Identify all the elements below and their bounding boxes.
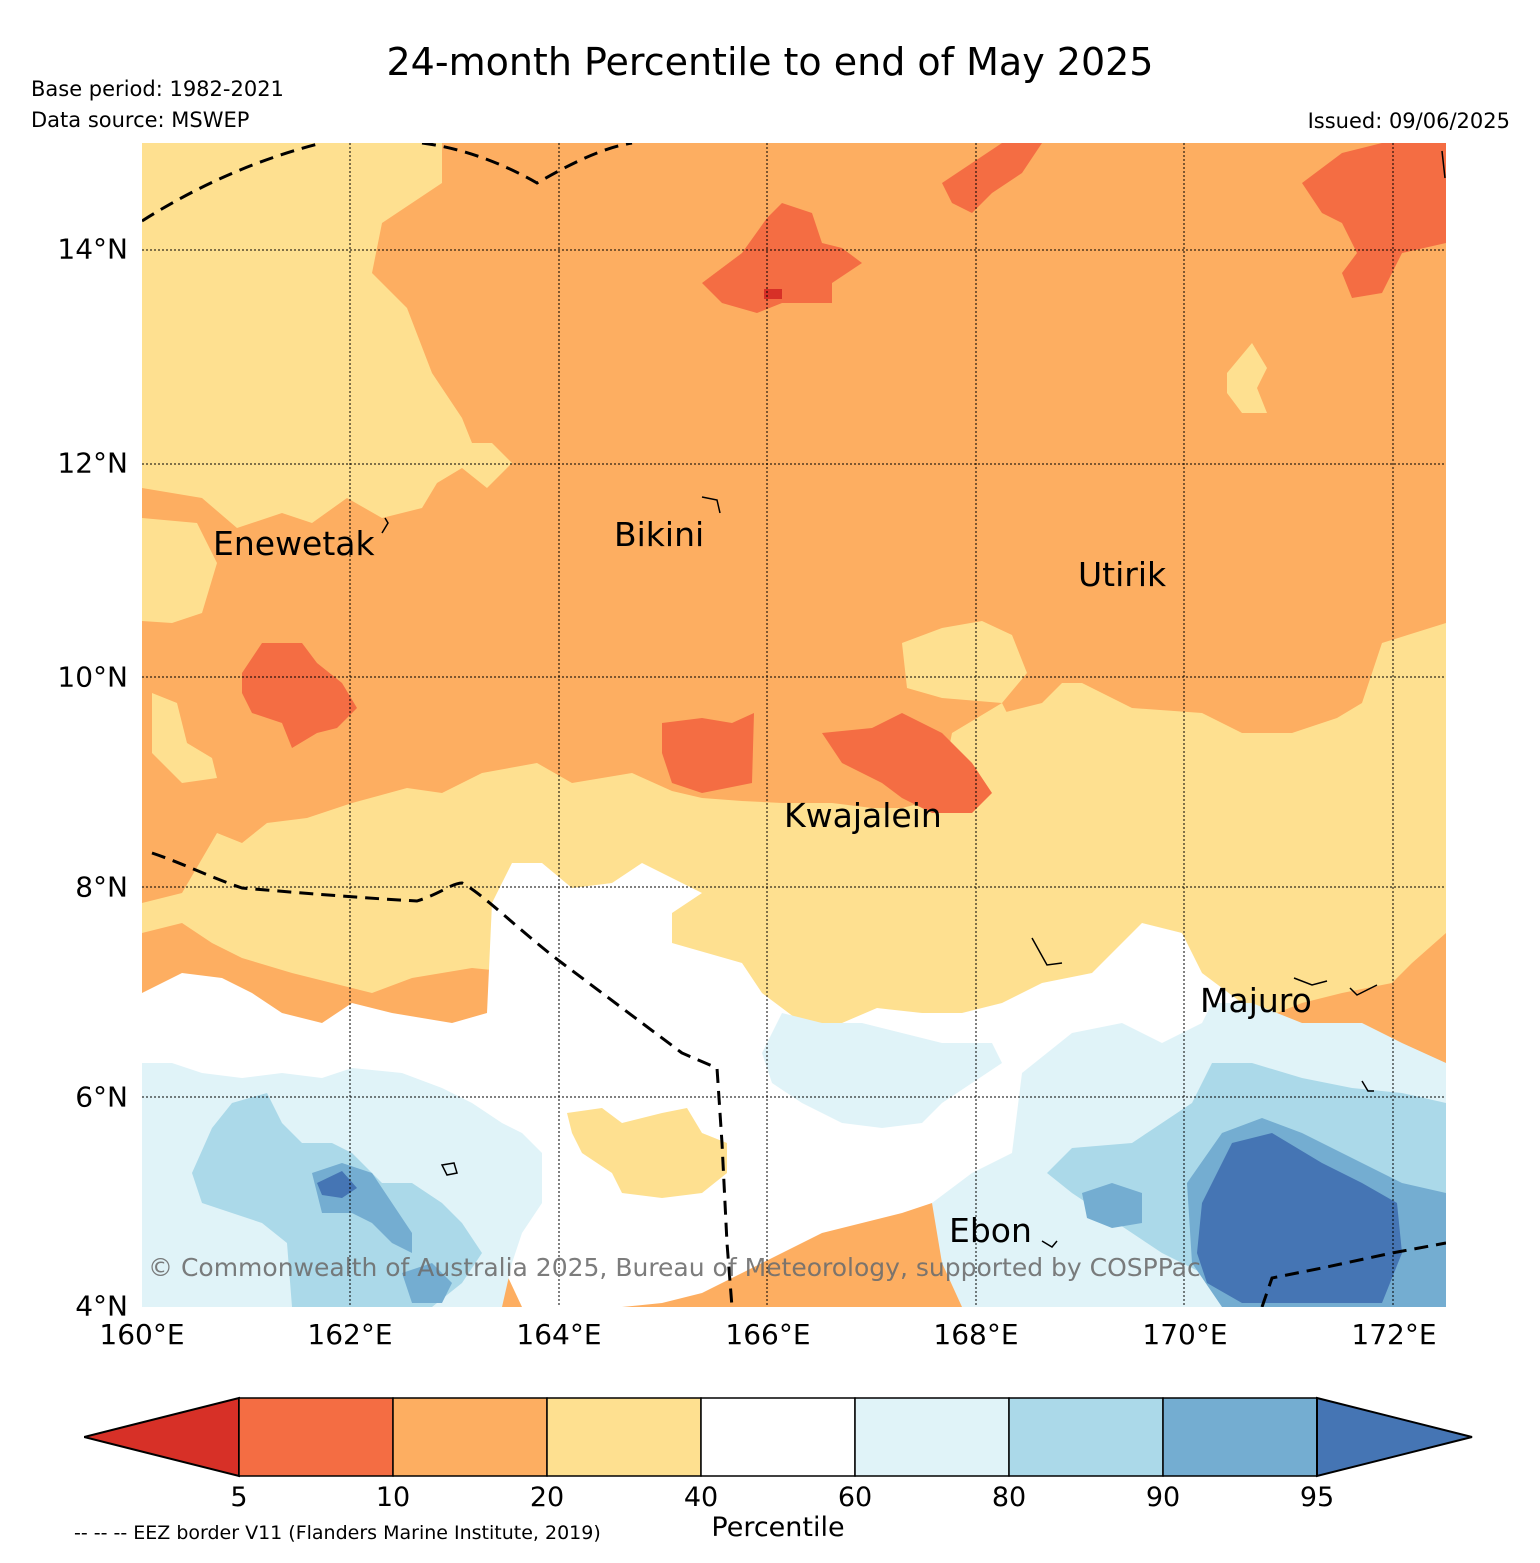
colorbar-seg-90-95 (1162, 1397, 1318, 1477)
band-5-10-north-east (1302, 143, 1446, 298)
band-5-10-kwajalein (822, 713, 992, 813)
band-20-40-west-bump (142, 518, 217, 623)
band-90-95-mid (1082, 1183, 1142, 1228)
band-90-95-west-small (402, 1263, 452, 1303)
band-5-10-north-central (702, 203, 862, 313)
colorbar-seg-80-90 (1008, 1397, 1164, 1477)
map-title: 24-month Percentile to end of May 2025 (386, 40, 1154, 84)
lon-label-166E: 166°E (725, 1318, 811, 1351)
eez-border-note: -- -- -- EEZ border V11 (Flanders Marine… (74, 1522, 601, 1544)
place-label-utirik: Utirik (1078, 555, 1167, 594)
band-20-40-west-lower (152, 693, 217, 783)
copyright-watermark: © Commonwealth of Australia 2025, Bureau… (148, 1253, 1201, 1282)
place-label-ebon: Ebon (949, 1211, 1032, 1250)
band-60-80-central (762, 1013, 1002, 1128)
colorbar-tick-95: 95 (1299, 1482, 1335, 1513)
place-label-kwajalein: Kwajalein (784, 796, 942, 835)
colorbar-tick-80: 80 (991, 1482, 1027, 1513)
lon-label-168E: 168°E (933, 1318, 1019, 1351)
colorbar-tick-5: 5 (230, 1482, 248, 1513)
base-period-text: Base period: 1982-2021 (31, 77, 284, 101)
lat-label-14N: 14°N (57, 232, 128, 266)
band-5-10-north-mid (942, 143, 1042, 213)
lon-label-162E: 162°E (307, 1318, 393, 1351)
issued-date-text: Issued: 09/06/2025 (1307, 109, 1510, 133)
colorbar-seg-10-20 (392, 1397, 548, 1477)
colorbar-tick-10: 10 (375, 1482, 411, 1513)
colorbar-tick-90: 90 (1145, 1482, 1181, 1513)
colorbar-label: Percentile (711, 1512, 845, 1543)
colorbar-seg-40-60 (700, 1397, 856, 1477)
colorbar-tick-40: 40 (683, 1482, 719, 1513)
lat-label-12N: 12°N (57, 446, 128, 480)
lon-label-160E: 160°E (99, 1318, 185, 1351)
colorbar-tick-20: 20 (529, 1482, 565, 1513)
band-below-5-speck (764, 289, 782, 299)
colorbar-tick-60: 60 (837, 1482, 873, 1513)
colorbar-extend-high (1316, 1396, 1473, 1478)
lat-label-10N: 10°N (57, 660, 128, 694)
colorbar-seg-5-10 (238, 1397, 394, 1477)
lon-label-172E: 172°E (1351, 1318, 1437, 1351)
colorbar-seg-60-80 (854, 1397, 1010, 1477)
lon-label-164E: 164°E (516, 1318, 602, 1351)
percentile-map (142, 143, 1446, 1307)
data-source-text: Data source: MSWEP (31, 108, 250, 132)
band-20-40-south-island (567, 1108, 727, 1198)
map-canvas (142, 143, 1446, 1307)
colorbar-extend-low (83, 1396, 240, 1478)
place-label-enewetak: Enewetak (213, 524, 375, 563)
band-20-40-northeast (1227, 343, 1267, 413)
colorbar-seg-20-40 (546, 1397, 702, 1477)
map-graticule (142, 143, 1446, 1307)
band-5-10-central (662, 713, 754, 793)
lat-label-6N: 6°N (75, 1080, 128, 1114)
colorbar (83, 1396, 1474, 1482)
band-20-40-northwest (142, 143, 512, 528)
band-5-10-west (242, 643, 357, 748)
place-label-majuro: Majuro (1200, 981, 1312, 1020)
atoll-outlines (381, 150, 1446, 1248)
colorbar-graphic (83, 1396, 1473, 1478)
place-label-bikini: Bikini (614, 515, 705, 554)
lon-label-170E: 170°E (1142, 1318, 1228, 1351)
band-above-95-west (317, 1171, 357, 1198)
band-20-40-central-east (902, 621, 1027, 703)
lat-label-8N: 8°N (75, 870, 128, 904)
eez-border (142, 143, 1446, 1307)
lat-label-4N: 4°N (75, 1289, 128, 1323)
